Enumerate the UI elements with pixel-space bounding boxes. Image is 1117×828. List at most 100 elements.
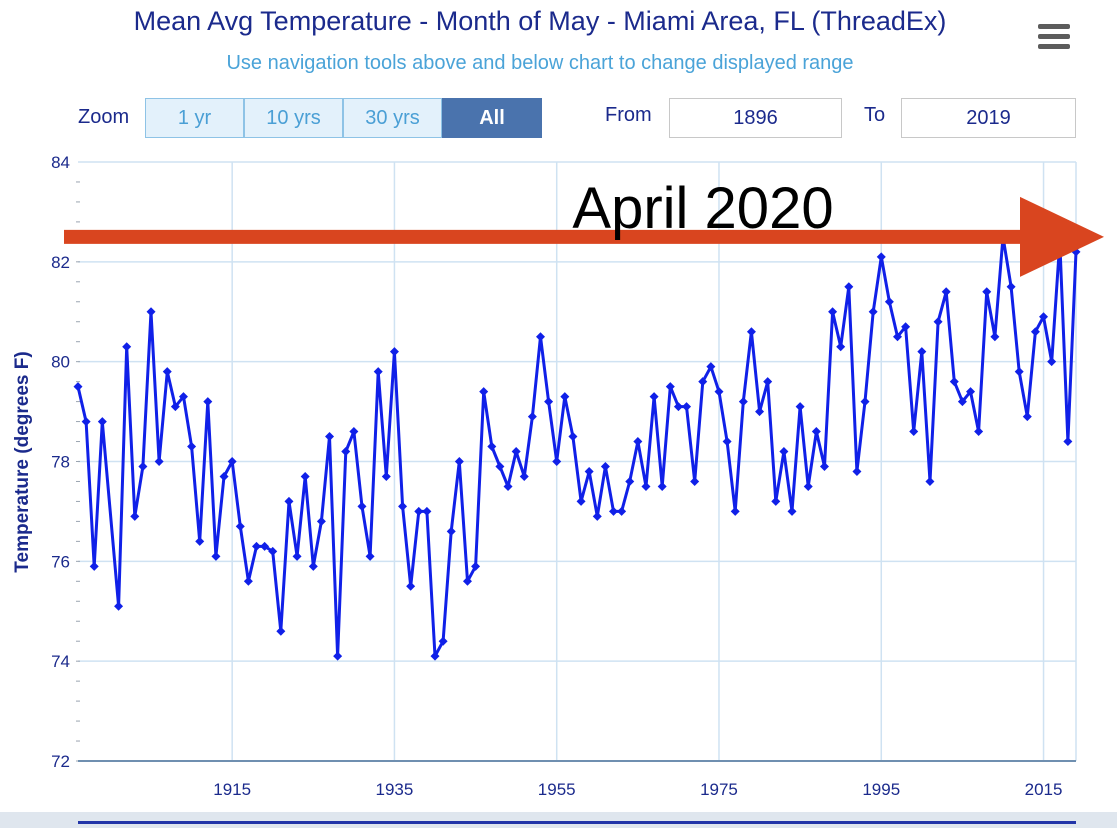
data-point[interactable] xyxy=(730,506,740,516)
data-point[interactable] xyxy=(860,397,870,407)
data-point[interactable] xyxy=(852,466,862,476)
data-point[interactable] xyxy=(187,442,197,452)
data-point[interactable] xyxy=(73,382,83,392)
data-point[interactable] xyxy=(803,481,813,491)
data-point[interactable] xyxy=(706,362,716,372)
data-point[interactable] xyxy=(511,447,521,457)
data-point[interactable] xyxy=(925,476,935,486)
data-point[interactable] xyxy=(170,402,180,412)
data-point[interactable] xyxy=(933,317,943,327)
data-point[interactable] xyxy=(974,427,984,437)
data-point[interactable] xyxy=(138,461,148,471)
data-point[interactable] xyxy=(503,481,513,491)
data-point[interactable] xyxy=(600,461,610,471)
data-point[interactable] xyxy=(544,397,554,407)
data-point[interactable] xyxy=(454,457,464,466)
data-point[interactable] xyxy=(633,437,643,447)
data-point[interactable] xyxy=(527,412,537,422)
data-point[interactable] xyxy=(365,551,375,561)
data-point[interactable] xyxy=(130,511,140,521)
data-point[interactable] xyxy=(560,392,570,402)
data-point[interactable] xyxy=(252,541,262,551)
data-point[interactable] xyxy=(276,626,286,636)
data-point[interactable] xyxy=(414,506,424,516)
data-point[interactable] xyxy=(219,471,229,481)
data-point[interactable] xyxy=(949,377,959,387)
data-point[interactable] xyxy=(819,461,829,471)
data-point[interactable] xyxy=(195,536,205,546)
data-point[interactable] xyxy=(892,332,902,342)
data-point[interactable] xyxy=(779,447,789,457)
data-point[interactable] xyxy=(1014,367,1024,377)
data-point[interactable] xyxy=(114,601,124,611)
data-point[interactable] xyxy=(300,471,310,481)
data-point[interactable] xyxy=(657,481,667,491)
data-point[interactable] xyxy=(154,457,164,466)
data-point[interactable] xyxy=(836,342,846,352)
data-point[interactable] xyxy=(982,287,992,297)
data-point[interactable] xyxy=(738,397,748,407)
data-point[interactable] xyxy=(617,506,627,516)
data-point[interactable] xyxy=(592,511,602,521)
data-point[interactable] xyxy=(1039,312,1049,322)
data-point[interactable] xyxy=(966,387,976,397)
data-point[interactable] xyxy=(665,382,675,392)
data-point[interactable] xyxy=(316,516,326,526)
data-point[interactable] xyxy=(398,501,408,511)
zoom-10yrs-button[interactable]: 10 yrs xyxy=(244,98,343,138)
to-year-input[interactable] xyxy=(901,98,1076,138)
hamburger-menu-icon[interactable] xyxy=(1034,20,1074,54)
data-point[interactable] xyxy=(787,506,797,516)
data-point[interactable] xyxy=(576,496,586,506)
data-point[interactable] xyxy=(1030,327,1040,337)
data-point[interactable] xyxy=(641,481,651,491)
data-point[interactable] xyxy=(828,307,838,317)
from-year-input[interactable] xyxy=(669,98,842,138)
data-point[interactable] xyxy=(81,417,91,427)
data-point[interactable] xyxy=(609,506,619,516)
data-point[interactable] xyxy=(682,402,692,412)
zoom-all-button[interactable]: All xyxy=(442,98,542,138)
data-point[interactable] xyxy=(211,551,221,561)
data-point[interactable] xyxy=(446,526,456,536)
data-point[interactable] xyxy=(89,561,99,571)
data-point[interactable] xyxy=(811,427,821,437)
data-point[interactable] xyxy=(1047,357,1057,367)
data-point[interactable] xyxy=(649,392,659,402)
data-point[interactable] xyxy=(884,297,894,307)
data-point[interactable] xyxy=(909,427,919,437)
data-point[interactable] xyxy=(722,437,732,447)
data-point[interactable] xyxy=(763,377,773,387)
data-point[interactable] xyxy=(568,432,578,442)
data-point[interactable] xyxy=(746,327,756,337)
data-point[interactable] xyxy=(868,307,878,317)
data-point[interactable] xyxy=(406,581,416,591)
data-point[interactable] xyxy=(333,651,343,661)
data-point[interactable] xyxy=(698,377,708,387)
data-point[interactable] xyxy=(519,471,529,481)
navigator-strip[interactable] xyxy=(0,812,1117,828)
data-point[interactable] xyxy=(422,506,432,516)
data-point[interactable] xyxy=(438,636,448,646)
data-point[interactable] xyxy=(162,367,172,377)
data-point[interactable] xyxy=(292,551,302,561)
data-point[interactable] xyxy=(178,392,188,402)
data-point[interactable] xyxy=(341,447,351,457)
data-point[interactable] xyxy=(535,332,545,342)
data-point[interactable] xyxy=(325,432,335,442)
data-point[interactable] xyxy=(381,471,391,481)
data-point[interactable] xyxy=(771,496,781,506)
data-point[interactable] xyxy=(349,427,359,437)
data-point[interactable] xyxy=(308,561,318,571)
data-point[interactable] xyxy=(235,521,245,531)
data-point[interactable] xyxy=(146,307,156,317)
data-point[interactable] xyxy=(471,561,481,571)
data-point[interactable] xyxy=(479,387,489,397)
data-point[interactable] xyxy=(462,576,472,586)
data-point[interactable] xyxy=(795,402,805,412)
data-point[interactable] xyxy=(260,541,270,551)
data-point[interactable] xyxy=(844,282,854,292)
data-point[interactable] xyxy=(673,402,683,412)
data-point[interactable] xyxy=(97,417,107,427)
zoom-30yrs-button[interactable]: 30 yrs xyxy=(343,98,442,138)
